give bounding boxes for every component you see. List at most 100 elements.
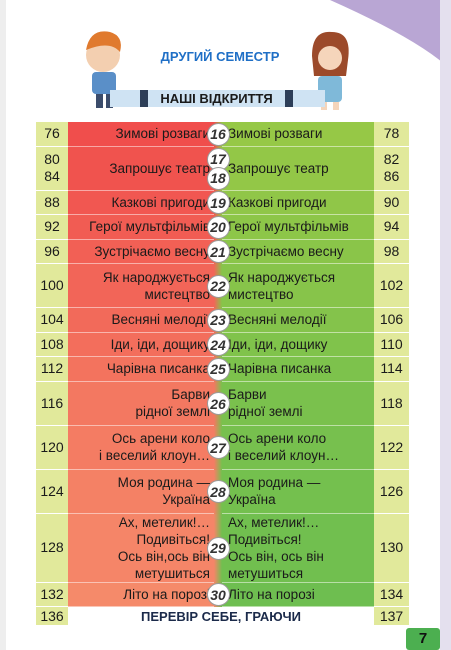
title-line: Україна xyxy=(162,492,210,507)
left-title: Як народжується мистецтво xyxy=(68,264,214,308)
page-ref: 94 xyxy=(383,218,400,235)
title-line: Подивіться! xyxy=(136,531,210,547)
title-line: Моя родина — xyxy=(117,475,210,490)
page-number: 7 xyxy=(418,630,428,647)
title-line: Ах, метелик!… xyxy=(228,514,320,530)
title-line: Ось арени коло xyxy=(228,431,327,446)
page-ref: 86 xyxy=(383,168,400,184)
lesson-number: 17 xyxy=(206,147,230,171)
title-line: Іди, іди, дощику xyxy=(228,336,328,352)
title-line: Зимові розваги xyxy=(228,126,323,142)
title-line: Зустрічаємо весну xyxy=(228,243,344,259)
title-line: Весняні мелодії xyxy=(111,312,210,328)
page-ref: 114 xyxy=(380,360,403,377)
lesson-number: 25 xyxy=(206,357,230,381)
page-ref: 116 xyxy=(40,394,64,411)
title-line: мистецтво xyxy=(228,286,294,302)
title-line: Україна xyxy=(228,492,276,507)
left-title: Літо на порозі xyxy=(68,582,214,607)
right-title: Літо на порозі xyxy=(222,582,374,607)
page-ref: 78 xyxy=(383,125,400,142)
left-pages: 92 xyxy=(36,215,68,240)
page-ref: 130 xyxy=(379,539,404,555)
footer-title: ПЕРЕВІР СЕБЕ, ГРАЮЧИ xyxy=(141,609,301,624)
right-page: 137 xyxy=(374,607,409,626)
right-pages: 130 xyxy=(374,513,409,583)
page-ref: 134 xyxy=(379,585,404,602)
page-ref: 124 xyxy=(40,482,64,499)
page-ref: 82 xyxy=(383,151,400,167)
page-ref: 122 xyxy=(379,438,404,455)
lesson-number: 22 xyxy=(206,274,230,298)
left-pages: 116 xyxy=(36,381,68,426)
left-title: Герої мультфільмів xyxy=(68,215,214,240)
title-line: Чарівна писанка xyxy=(106,361,210,377)
left-pages: 108 xyxy=(36,332,68,357)
right-title: Барви рідної землі xyxy=(222,381,374,426)
lesson-number: 28 xyxy=(206,480,230,503)
page-ref: 96 xyxy=(44,242,60,259)
lesson-number: 21 xyxy=(206,240,230,264)
title-line: Подивіться! xyxy=(228,531,302,547)
left-title: Запрошує театр xyxy=(68,146,214,191)
left-pages: 96 xyxy=(36,239,68,264)
left-title: Казкові пригоди xyxy=(68,190,214,215)
page-ref: 80 xyxy=(44,151,60,167)
section-title: ДРУГИЙ СЕМЕСТР xyxy=(160,49,280,64)
lesson-number: 23 xyxy=(206,308,230,332)
lesson-number: 26 xyxy=(206,392,230,415)
right-pages: 98 xyxy=(374,239,409,264)
lesson-number: 19 xyxy=(206,191,230,215)
page-ref: 120 xyxy=(40,438,64,455)
title-line: Моя родина — xyxy=(228,475,321,490)
right-title: Чарівна писанка xyxy=(222,357,374,382)
title-line: Літо на порозі xyxy=(228,586,315,602)
title-line: Як народжується xyxy=(102,269,210,285)
title-line: метушиться xyxy=(228,565,304,581)
right-pages: 78 xyxy=(374,122,409,147)
right-title: Запрошує театр xyxy=(222,146,374,191)
left-title: Іди, іди, дощику xyxy=(68,332,214,357)
page-ref: 98 xyxy=(383,242,400,259)
right-title: Зимові розваги xyxy=(222,122,374,147)
left-pages: 88 xyxy=(36,190,68,215)
left-title: Ось арени коло і веселий клоун… xyxy=(68,425,214,470)
right-title: Герої мультфільмів xyxy=(222,215,374,240)
title-line: Герої мультфільмів xyxy=(89,219,210,235)
page-ref: 110 xyxy=(380,335,403,352)
left-title: Зустрічаємо весну xyxy=(68,239,214,264)
right-title: Як народжується мистецтво xyxy=(222,264,374,308)
lesson-number: 18 xyxy=(206,166,230,190)
title-line: рідної землі xyxy=(228,404,303,419)
left-title: Весняні мелодії xyxy=(68,308,214,333)
title-line: Казкові пригоди xyxy=(228,194,327,210)
right-title: Весняні мелодії xyxy=(222,308,374,333)
page-ref: 88 xyxy=(44,193,60,210)
page-ref: 108 xyxy=(40,335,64,352)
title-line: Ось він,ось він xyxy=(117,548,210,564)
right-title: Зустрічаємо весну xyxy=(222,239,374,264)
left-pages: 76 xyxy=(36,122,68,147)
left-pages: 112 xyxy=(36,357,68,382)
title-line: і веселий клоун… xyxy=(99,448,210,463)
right-pages: 82 86 xyxy=(374,146,409,191)
left-pages: 128 xyxy=(36,513,68,583)
lesson-number: 16 xyxy=(206,122,230,146)
right-title: Ах, метелик!… Подивіться! Ось він, ось він… xyxy=(222,513,374,583)
right-title: Іди, іди, дощику xyxy=(222,332,374,357)
contents-table: 76 Зимові розваги Зимові розваги 78 16 80 84 За… xyxy=(36,122,409,627)
page-ref: 128 xyxy=(40,539,64,555)
title-line: Ось арени коло xyxy=(111,431,210,446)
title-line: Ось він, ось він xyxy=(228,548,324,564)
page-ref: 112 xyxy=(40,360,64,377)
title-line: Барви xyxy=(228,387,267,402)
page-ref: 102 xyxy=(379,277,404,293)
left-pages: 132 xyxy=(36,582,68,607)
title-line: Чарівна писанка xyxy=(228,361,332,377)
title-line: Ах, метелик!… xyxy=(118,514,210,530)
page-ref: 132 xyxy=(40,585,64,602)
title-line: Іди, іди, дощику xyxy=(110,336,210,352)
right-pages: 126 xyxy=(374,469,409,514)
right-pages: 114 xyxy=(374,357,409,382)
